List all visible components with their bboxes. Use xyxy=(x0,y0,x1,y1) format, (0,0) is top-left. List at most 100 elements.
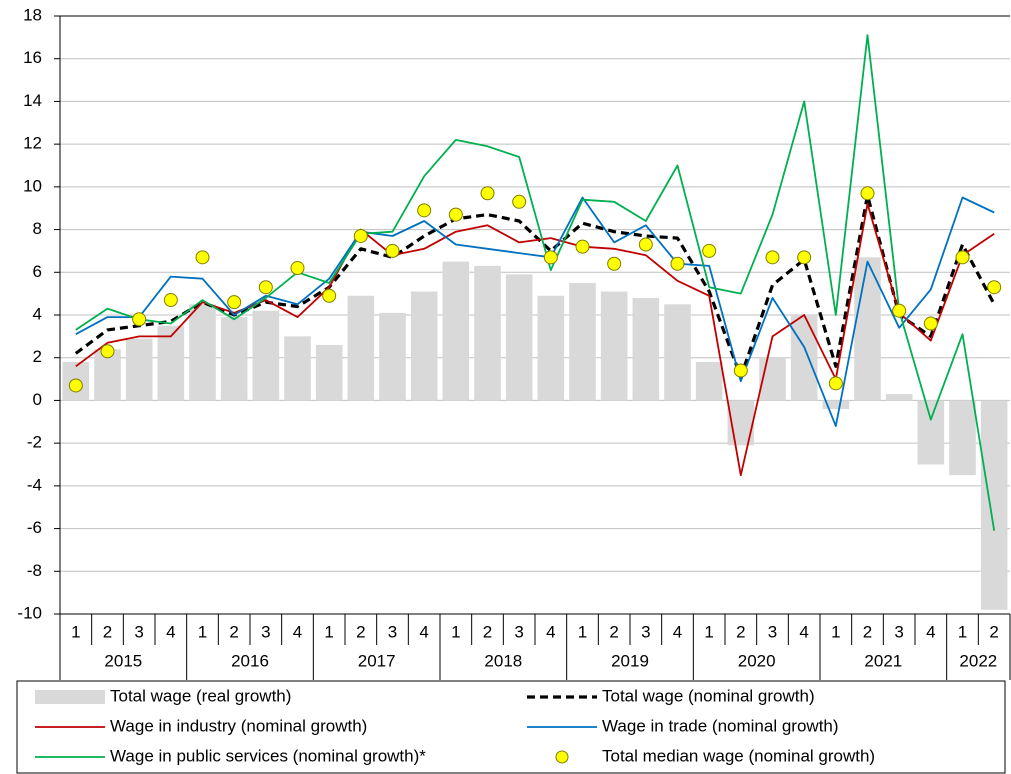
y-tick-label: -10 xyxy=(17,603,42,622)
bar xyxy=(125,338,153,401)
x-group-label: 2016 xyxy=(231,651,269,670)
x-tick-label: 1 xyxy=(578,622,587,641)
x-tick-label: 1 xyxy=(704,622,713,641)
line xyxy=(75,203,995,477)
marker xyxy=(258,280,273,295)
x-tick-label: 4 xyxy=(926,622,935,641)
marker xyxy=(448,207,463,222)
x-group-label: 2018 xyxy=(484,651,522,670)
marker xyxy=(480,186,495,201)
x-tick-label: 3 xyxy=(261,622,270,641)
x-tick-label: 2 xyxy=(863,622,872,641)
marker xyxy=(543,250,558,265)
bar xyxy=(695,361,723,401)
x-tick-label: 3 xyxy=(134,622,143,641)
x-group-label: 2020 xyxy=(738,651,776,670)
y-tick-label: 8 xyxy=(33,219,42,238)
marker xyxy=(860,186,875,201)
bar xyxy=(189,304,216,401)
x-tick-label: 2 xyxy=(609,622,618,641)
marker xyxy=(828,376,843,391)
bar xyxy=(632,297,660,401)
x-group-label: 2015 xyxy=(104,651,142,670)
x-group-label: 2021 xyxy=(864,651,902,670)
y-tick-label: 14 xyxy=(23,91,42,110)
x-tick-label: 1 xyxy=(198,622,207,641)
x-tick-label: 3 xyxy=(894,622,903,641)
x-tick-label: 2 xyxy=(356,622,365,641)
y-tick-label: 18 xyxy=(23,5,42,24)
marker xyxy=(322,288,337,303)
bar xyxy=(410,291,438,401)
x-tick-label: 4 xyxy=(419,622,428,641)
marker xyxy=(765,250,780,265)
y-tick-label: -4 xyxy=(27,475,42,494)
x-tick-label: 2 xyxy=(103,622,112,641)
marker xyxy=(68,378,83,393)
bar xyxy=(442,261,470,401)
x-tick-label: 1 xyxy=(71,622,80,641)
y-tick-label: -2 xyxy=(27,433,42,452)
legend-label: Total wage (real growth) xyxy=(110,686,291,705)
x-tick-label: 4 xyxy=(673,622,682,641)
x-tick-label: 3 xyxy=(768,622,777,641)
line xyxy=(75,196,995,427)
marker xyxy=(163,293,178,308)
x-group-label: 2019 xyxy=(611,651,649,670)
bar xyxy=(854,257,881,401)
marker xyxy=(385,243,400,258)
legend-box xyxy=(16,680,1006,774)
legend-label: Wage in industry (nominal growth) xyxy=(110,716,367,735)
x-tick-label: 3 xyxy=(514,622,523,641)
bar xyxy=(315,344,343,401)
y-tick-label: 2 xyxy=(33,347,42,366)
x-group-label: 2022 xyxy=(959,651,997,670)
bar xyxy=(379,312,406,401)
bar xyxy=(822,400,850,409)
bar xyxy=(252,310,280,401)
marker xyxy=(923,316,938,331)
legend-swatch xyxy=(35,690,105,704)
y-tick-label: -8 xyxy=(27,561,42,580)
marker xyxy=(892,303,907,318)
marker xyxy=(607,256,622,271)
x-tick-label: 3 xyxy=(388,622,397,641)
x-tick-label: 4 xyxy=(546,622,555,641)
x-tick-label: 2 xyxy=(483,622,492,641)
marker xyxy=(733,363,748,378)
bar xyxy=(220,317,248,401)
bar xyxy=(790,315,818,401)
bar xyxy=(157,325,185,401)
bar xyxy=(505,274,533,401)
x-tick-label: 1 xyxy=(451,622,460,641)
y-tick-label: 0 xyxy=(33,390,42,409)
marker xyxy=(955,250,970,265)
legend-label: Wage in public services (nominal growth)… xyxy=(110,746,426,765)
x-tick-label: 3 xyxy=(641,622,650,641)
y-tick-label: 12 xyxy=(23,134,42,153)
marker xyxy=(987,280,1002,295)
line xyxy=(75,34,996,531)
x-tick-label: 1 xyxy=(831,622,840,641)
legend-label: Wage in trade (nominal growth) xyxy=(602,716,839,735)
bar xyxy=(569,282,596,401)
x-tick-label: 1 xyxy=(958,622,967,641)
x-tick-label: 2 xyxy=(229,622,238,641)
y-tick-label: 10 xyxy=(23,176,42,195)
x-tick-label: 4 xyxy=(166,622,175,641)
line xyxy=(74,193,996,379)
marker xyxy=(132,312,147,327)
bar xyxy=(474,265,501,401)
x-tick-label: 1 xyxy=(324,622,333,641)
y-tick-label: 16 xyxy=(23,48,42,67)
marker xyxy=(353,228,368,243)
marker xyxy=(195,250,210,265)
bar xyxy=(980,400,1008,610)
marker xyxy=(227,295,242,310)
x-tick-label: 4 xyxy=(293,622,302,641)
marker xyxy=(670,256,685,271)
legend-label: Total median wage (nominal growth) xyxy=(602,746,875,765)
bar xyxy=(885,394,913,401)
marker xyxy=(100,344,115,359)
